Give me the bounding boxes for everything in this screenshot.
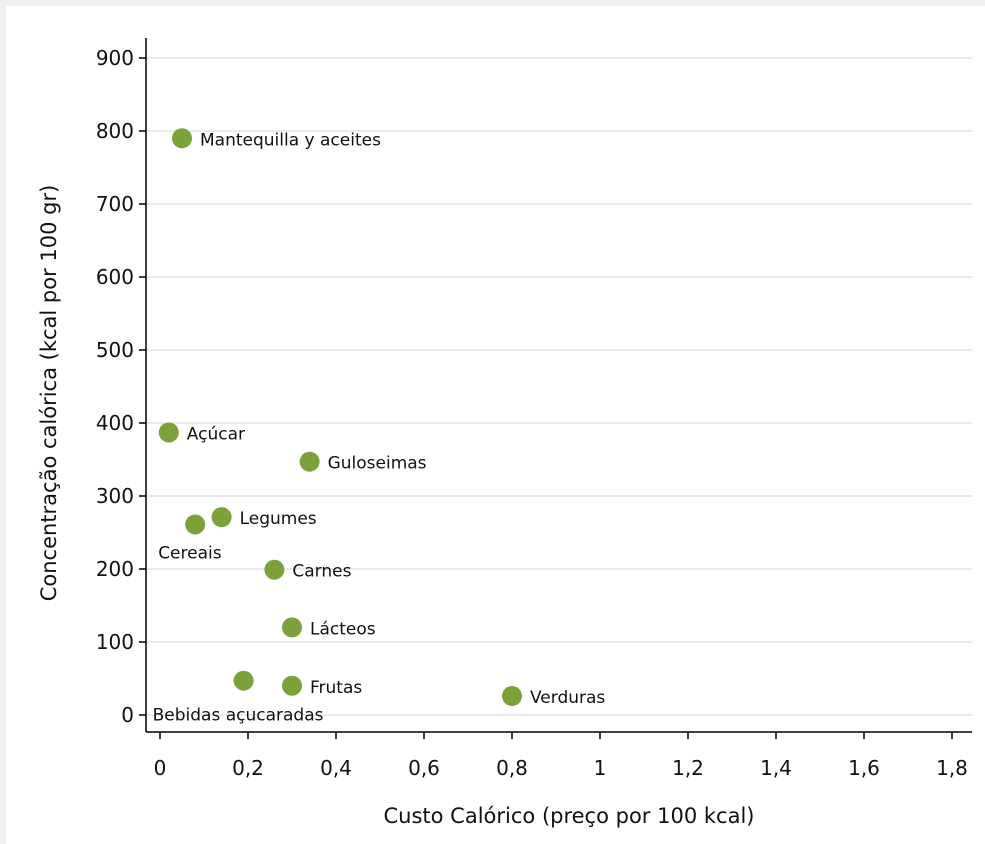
x-tick-label: 1,2 bbox=[672, 756, 704, 780]
data-point bbox=[282, 675, 302, 696]
data-point bbox=[282, 617, 302, 638]
data-point-label: Frutas bbox=[310, 678, 362, 698]
y-tick-label: 400 bbox=[96, 411, 134, 435]
axis-layer: 0 100 200 300 400 500 600 700 800 900 0 0,2 0,4 0,6 0,… bbox=[96, 38, 972, 780]
data-point-label: Bebidas açucaradas bbox=[153, 706, 324, 726]
data-point-label: Lácteos bbox=[310, 619, 376, 639]
x-tick-label: 0,6 bbox=[408, 756, 440, 780]
x-tick-label: 1,8 bbox=[936, 756, 968, 780]
y-tick-label: 100 bbox=[96, 630, 134, 654]
y-tick-label: 300 bbox=[96, 484, 134, 508]
y-tick-label: 600 bbox=[96, 265, 134, 289]
x-tick-label: 1,6 bbox=[848, 756, 880, 780]
x-tick-label: 1,4 bbox=[760, 756, 792, 780]
data-point-label: Açúcar bbox=[187, 424, 245, 444]
y-tick-label: 800 bbox=[96, 119, 134, 143]
data-point-label: Legumes bbox=[240, 509, 317, 529]
data-point bbox=[233, 670, 254, 691]
grid-layer bbox=[146, 57, 972, 716]
data-point-label: Cereais bbox=[158, 543, 222, 563]
y-tick-label: 200 bbox=[96, 557, 134, 581]
x-axis-title: Custo Calórico (preço por 100 kcal) bbox=[384, 804, 755, 828]
chart-frame: 0 100 200 300 400 500 600 700 800 900 0 0,2 0,4 0,6 0,… bbox=[6, 6, 985, 844]
data-point-label: Guloseimas bbox=[328, 454, 427, 474]
y-tick-label: 700 bbox=[96, 192, 134, 216]
data-point bbox=[158, 422, 179, 443]
y-tick-label: 500 bbox=[96, 338, 134, 362]
data-point-label: Mantequilla y aceites bbox=[200, 130, 381, 150]
point-layer: Mantequilla y aceites Açúcar Guloseimas Leg… bbox=[153, 128, 605, 726]
data-point bbox=[299, 451, 320, 472]
data-point-label: Carnes bbox=[292, 562, 351, 582]
data-point bbox=[264, 559, 285, 580]
y-axis-title: Concentração calórica (kcal por 100 gr) bbox=[37, 185, 61, 602]
x-tick-label: 0,8 bbox=[496, 756, 528, 780]
scatter-chart: 0 100 200 300 400 500 600 700 800 900 0 0,2 0,4 0,6 0,… bbox=[37, 38, 972, 828]
x-tick-label: 0,4 bbox=[320, 756, 352, 780]
x-tick-label: 1 bbox=[594, 756, 607, 780]
data-point bbox=[502, 686, 522, 707]
y-tick-label: 0 bbox=[121, 703, 134, 727]
data-point bbox=[185, 514, 206, 535]
x-tick-label: 0,2 bbox=[232, 756, 264, 780]
data-point bbox=[211, 507, 232, 528]
y-tick-label: 900 bbox=[96, 46, 134, 70]
x-tick-label: 0 bbox=[154, 756, 167, 780]
data-point-label: Verduras bbox=[530, 688, 605, 708]
data-point bbox=[172, 128, 192, 149]
